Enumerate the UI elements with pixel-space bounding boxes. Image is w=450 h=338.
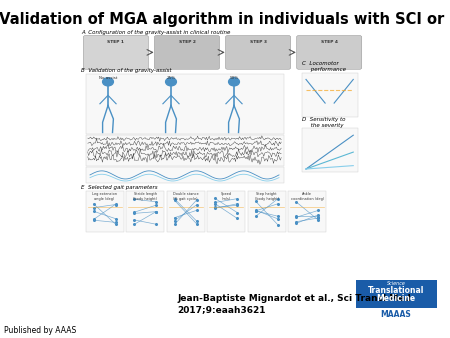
Text: Jean-Baptiste Mignardot et al., Sci Transl Med
2017;9:eaah3621: Jean-Baptiste Mignardot et al., Sci Tran… [178, 294, 411, 314]
Text: Ankle
coordination (deg): Ankle coordination (deg) [291, 192, 324, 200]
Text: Translational: Translational [368, 286, 424, 295]
Text: B  Validation of the gravity-assist: B Validation of the gravity-assist [81, 68, 171, 73]
Text: Published by AAAS: Published by AAAS [4, 325, 77, 335]
Circle shape [166, 78, 176, 86]
FancyBboxPatch shape [207, 191, 245, 232]
FancyBboxPatch shape [86, 135, 284, 166]
Text: C  Locomotor
     performance: C Locomotor performance [302, 61, 346, 72]
FancyBboxPatch shape [126, 191, 164, 232]
Text: MAAAS: MAAAS [381, 311, 411, 319]
Text: Leg extension
angle (deg): Leg extension angle (deg) [92, 192, 117, 200]
FancyBboxPatch shape [166, 191, 205, 232]
Text: 25%: 25% [166, 76, 176, 80]
Text: Speed
(m/s): Speed (m/s) [220, 192, 232, 200]
Text: D  Sensitivity to
     the severity: D Sensitivity to the severity [302, 117, 345, 128]
FancyBboxPatch shape [225, 35, 291, 69]
Text: STEP 4: STEP 4 [321, 40, 338, 44]
FancyBboxPatch shape [302, 128, 358, 172]
FancyBboxPatch shape [86, 191, 124, 232]
Text: STEP 2: STEP 2 [179, 40, 195, 44]
Text: STEP 1: STEP 1 [108, 40, 124, 44]
FancyBboxPatch shape [154, 35, 220, 69]
Text: 50%: 50% [230, 76, 238, 80]
FancyBboxPatch shape [302, 73, 358, 117]
FancyBboxPatch shape [356, 308, 436, 319]
FancyBboxPatch shape [86, 167, 284, 183]
FancyBboxPatch shape [356, 280, 436, 313]
FancyBboxPatch shape [288, 191, 326, 232]
Text: Step height
(body height): Step height (body height) [255, 192, 279, 200]
Text: Science: Science [387, 281, 405, 286]
Text: Fig. 4. Validation of MGA algorithm in individuals with SCI or stroke.: Fig. 4. Validation of MGA algorithm in i… [0, 12, 450, 27]
Circle shape [229, 78, 239, 86]
Text: No assist: No assist [99, 76, 117, 80]
Text: STEP 3: STEP 3 [250, 40, 266, 44]
Text: Double stance
(% gait cycle): Double stance (% gait cycle) [173, 192, 198, 200]
FancyBboxPatch shape [297, 35, 362, 69]
Text: A  Configuration of the gravity-assist in clinical routine: A Configuration of the gravity-assist in… [81, 30, 230, 35]
Text: Stride length
(body height): Stride length (body height) [133, 192, 157, 200]
Circle shape [103, 78, 113, 86]
Text: Medicine: Medicine [377, 294, 415, 303]
FancyBboxPatch shape [248, 191, 286, 232]
FancyBboxPatch shape [83, 35, 148, 69]
FancyBboxPatch shape [86, 74, 284, 134]
Text: E  Selected gait parameters: E Selected gait parameters [81, 185, 158, 190]
